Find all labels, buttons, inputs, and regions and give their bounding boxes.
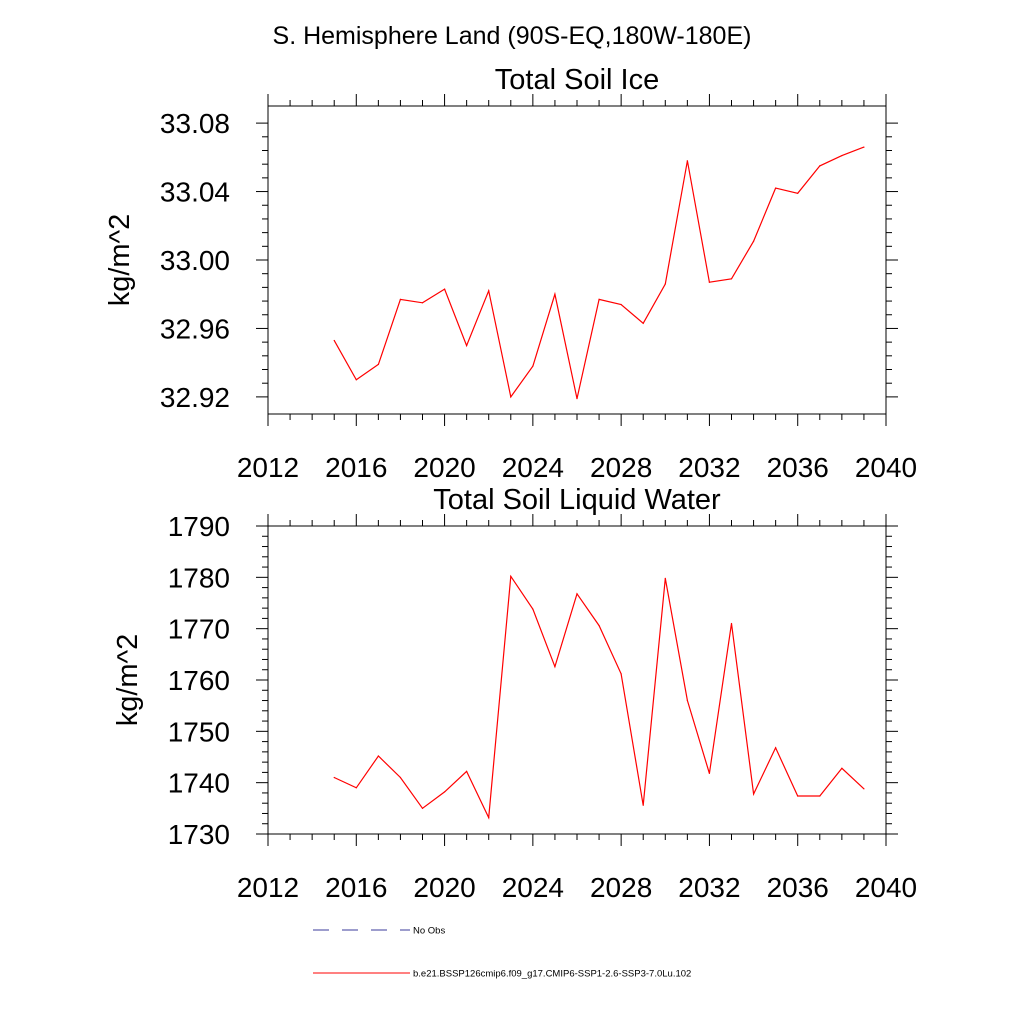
data-point <box>708 772 711 775</box>
x-tick-label: 2012 <box>237 872 299 903</box>
data-point <box>841 767 843 769</box>
x-tick-label: 2024 <box>502 452 564 483</box>
x-tick-label: 2024 <box>502 872 564 903</box>
data-point <box>752 240 755 242</box>
data-point <box>355 787 357 789</box>
data-point <box>466 770 468 772</box>
legend-label: b.e21.BSSP126cmip6.f09_g17.CMIP6-SSP1-2.… <box>413 969 691 980</box>
charts-group: Total Soil Ice 2012 2016 2020 2024 2028 2032 20… <box>104 64 917 903</box>
data-point <box>488 290 490 292</box>
x-tick-label: 2028 <box>590 452 652 483</box>
x-tick-label: 2012 <box>237 452 299 483</box>
data-point <box>708 281 711 283</box>
y-axis-label: kg/m^2 <box>104 214 136 307</box>
x-tick-label: 2016 <box>325 872 387 903</box>
data-point <box>421 807 424 809</box>
x-tick-label: 2040 <box>855 452 917 483</box>
data-point <box>399 298 402 300</box>
data-point <box>443 791 446 793</box>
y-tick-label: 1770 <box>168 614 230 645</box>
data-point <box>797 795 799 797</box>
x-tick-label: 2040 <box>855 872 917 903</box>
data-point <box>664 283 666 285</box>
y-tick-label: 33.00 <box>160 245 230 276</box>
plot-frame <box>267 105 887 415</box>
chart-title: Total Soil Ice <box>495 64 659 96</box>
data-point <box>554 666 556 668</box>
data-point <box>532 608 534 610</box>
y-tick-label: 33.04 <box>160 177 230 208</box>
data-point <box>775 747 777 749</box>
data-point <box>377 755 379 757</box>
data-point <box>620 303 622 306</box>
chart-title: Total Soil Liquid Water <box>433 484 721 516</box>
x-tick-label: 2032 <box>678 452 740 483</box>
legend-label: No Obs <box>413 926 445 937</box>
data-point <box>510 396 512 398</box>
chart-2: Total Soil Liquid Water 2012 2016 2020 2024 2… <box>112 484 917 903</box>
data-point <box>819 165 821 167</box>
data-point <box>488 816 490 819</box>
data-point <box>466 344 468 347</box>
data-point <box>819 795 821 797</box>
y-tick-label: 1790 <box>168 511 230 542</box>
data-point <box>730 278 733 280</box>
data-point <box>333 776 335 779</box>
data-point <box>443 288 446 290</box>
y-tick-label: 1750 <box>168 716 230 747</box>
y-tick-label: 32.92 <box>160 382 230 413</box>
data-point <box>863 788 865 790</box>
data-point <box>576 593 578 595</box>
y-axis-label: kg/m^2 <box>112 634 144 727</box>
data-point <box>532 365 534 367</box>
series-line <box>333 574 865 820</box>
y-tick-label: 33.08 <box>160 108 230 139</box>
y-tick-label: 1740 <box>168 768 230 799</box>
y-tick-label: 1730 <box>168 819 230 850</box>
x-tick-label: 2020 <box>413 872 475 903</box>
legend-entry: No Obs <box>313 926 445 937</box>
data-point <box>399 776 402 779</box>
data-point <box>598 624 600 627</box>
data-point <box>686 699 688 702</box>
data-point <box>377 363 379 365</box>
data-point <box>797 192 799 194</box>
data-point <box>333 339 335 342</box>
legend-entry: b.e21.BSSP126cmip6.f09_g17.CMIP6-SSP1-2.… <box>313 969 691 980</box>
data-point <box>355 379 357 381</box>
data-point <box>554 293 556 295</box>
x-tick-label: 2020 <box>413 452 475 483</box>
y-tick-label: 32.96 <box>160 313 230 344</box>
data-point <box>664 577 666 579</box>
x-tick-label: 2016 <box>325 452 387 483</box>
legend: No Obs b.e21.BSSP126cmip6.f09_g17.CMIP6-S… <box>313 926 691 980</box>
data-point <box>598 298 600 300</box>
data-point <box>686 160 688 162</box>
data-point <box>642 804 644 806</box>
data-point <box>752 793 755 795</box>
data-point <box>863 146 865 148</box>
data-point <box>510 575 512 577</box>
x-tick-label: 2036 <box>767 452 829 483</box>
x-tick-label: 2032 <box>678 872 740 903</box>
data-point <box>576 398 578 400</box>
chart-1: Total Soil Ice 2012 2016 2020 2024 2028 2032 20… <box>104 64 917 483</box>
data-point <box>841 155 843 157</box>
x-tick-label: 2028 <box>590 872 652 903</box>
y-tick-label: 1780 <box>168 562 230 593</box>
data-point <box>775 187 777 189</box>
y-tick-label: 1760 <box>168 665 230 696</box>
series-line <box>333 146 865 399</box>
figure-title: S. Hemisphere Land (90S-EQ,180W-180E) <box>273 22 752 50</box>
data-point <box>620 673 622 675</box>
data-point <box>642 322 644 324</box>
data-point <box>730 622 733 625</box>
data-point <box>421 302 424 304</box>
x-tick-label: 2036 <box>767 872 829 903</box>
